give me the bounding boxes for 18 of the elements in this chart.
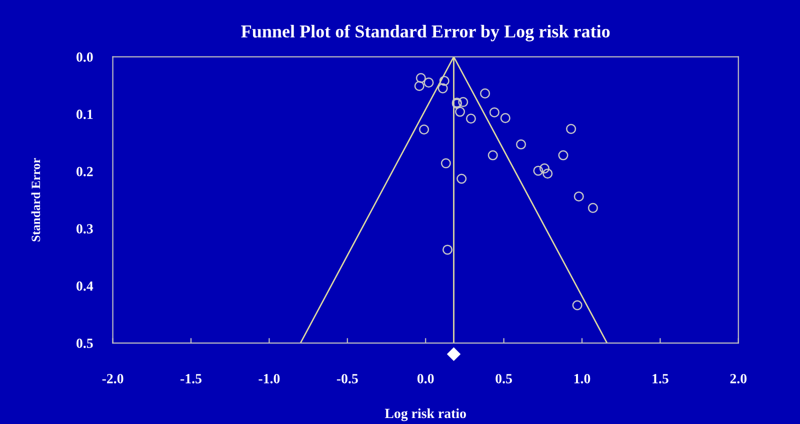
x-axis-title: Log risk ratio bbox=[384, 408, 466, 422]
x-tick-label: -2.0 bbox=[102, 374, 124, 384]
y-tick-label: 0.5 bbox=[76, 338, 93, 348]
x-tick-label: -0.5 bbox=[336, 374, 358, 384]
y-axis-title: Standard Error bbox=[31, 158, 40, 242]
y-tick-label: 0.1 bbox=[76, 110, 93, 120]
x-tick-label: -1.0 bbox=[258, 374, 280, 384]
y-tick-label: 0.3 bbox=[76, 224, 93, 234]
x-tick-label: -1.5 bbox=[180, 374, 202, 384]
x-tick-label: 0.0 bbox=[417, 374, 434, 384]
chart-title: Funnel Plot of Standard Error by Log risk ratio bbox=[241, 24, 610, 42]
x-tick-label: 0.5 bbox=[496, 374, 512, 384]
x-tick-label: 1.5 bbox=[652, 374, 668, 384]
y-tick-label: 0.2 bbox=[76, 166, 93, 176]
x-tick-label: 2.0 bbox=[730, 374, 747, 384]
y-tick-label: 0.4 bbox=[76, 281, 94, 291]
x-tick-label: 1.0 bbox=[574, 374, 590, 384]
y-tick-label: 0.0 bbox=[76, 52, 93, 62]
